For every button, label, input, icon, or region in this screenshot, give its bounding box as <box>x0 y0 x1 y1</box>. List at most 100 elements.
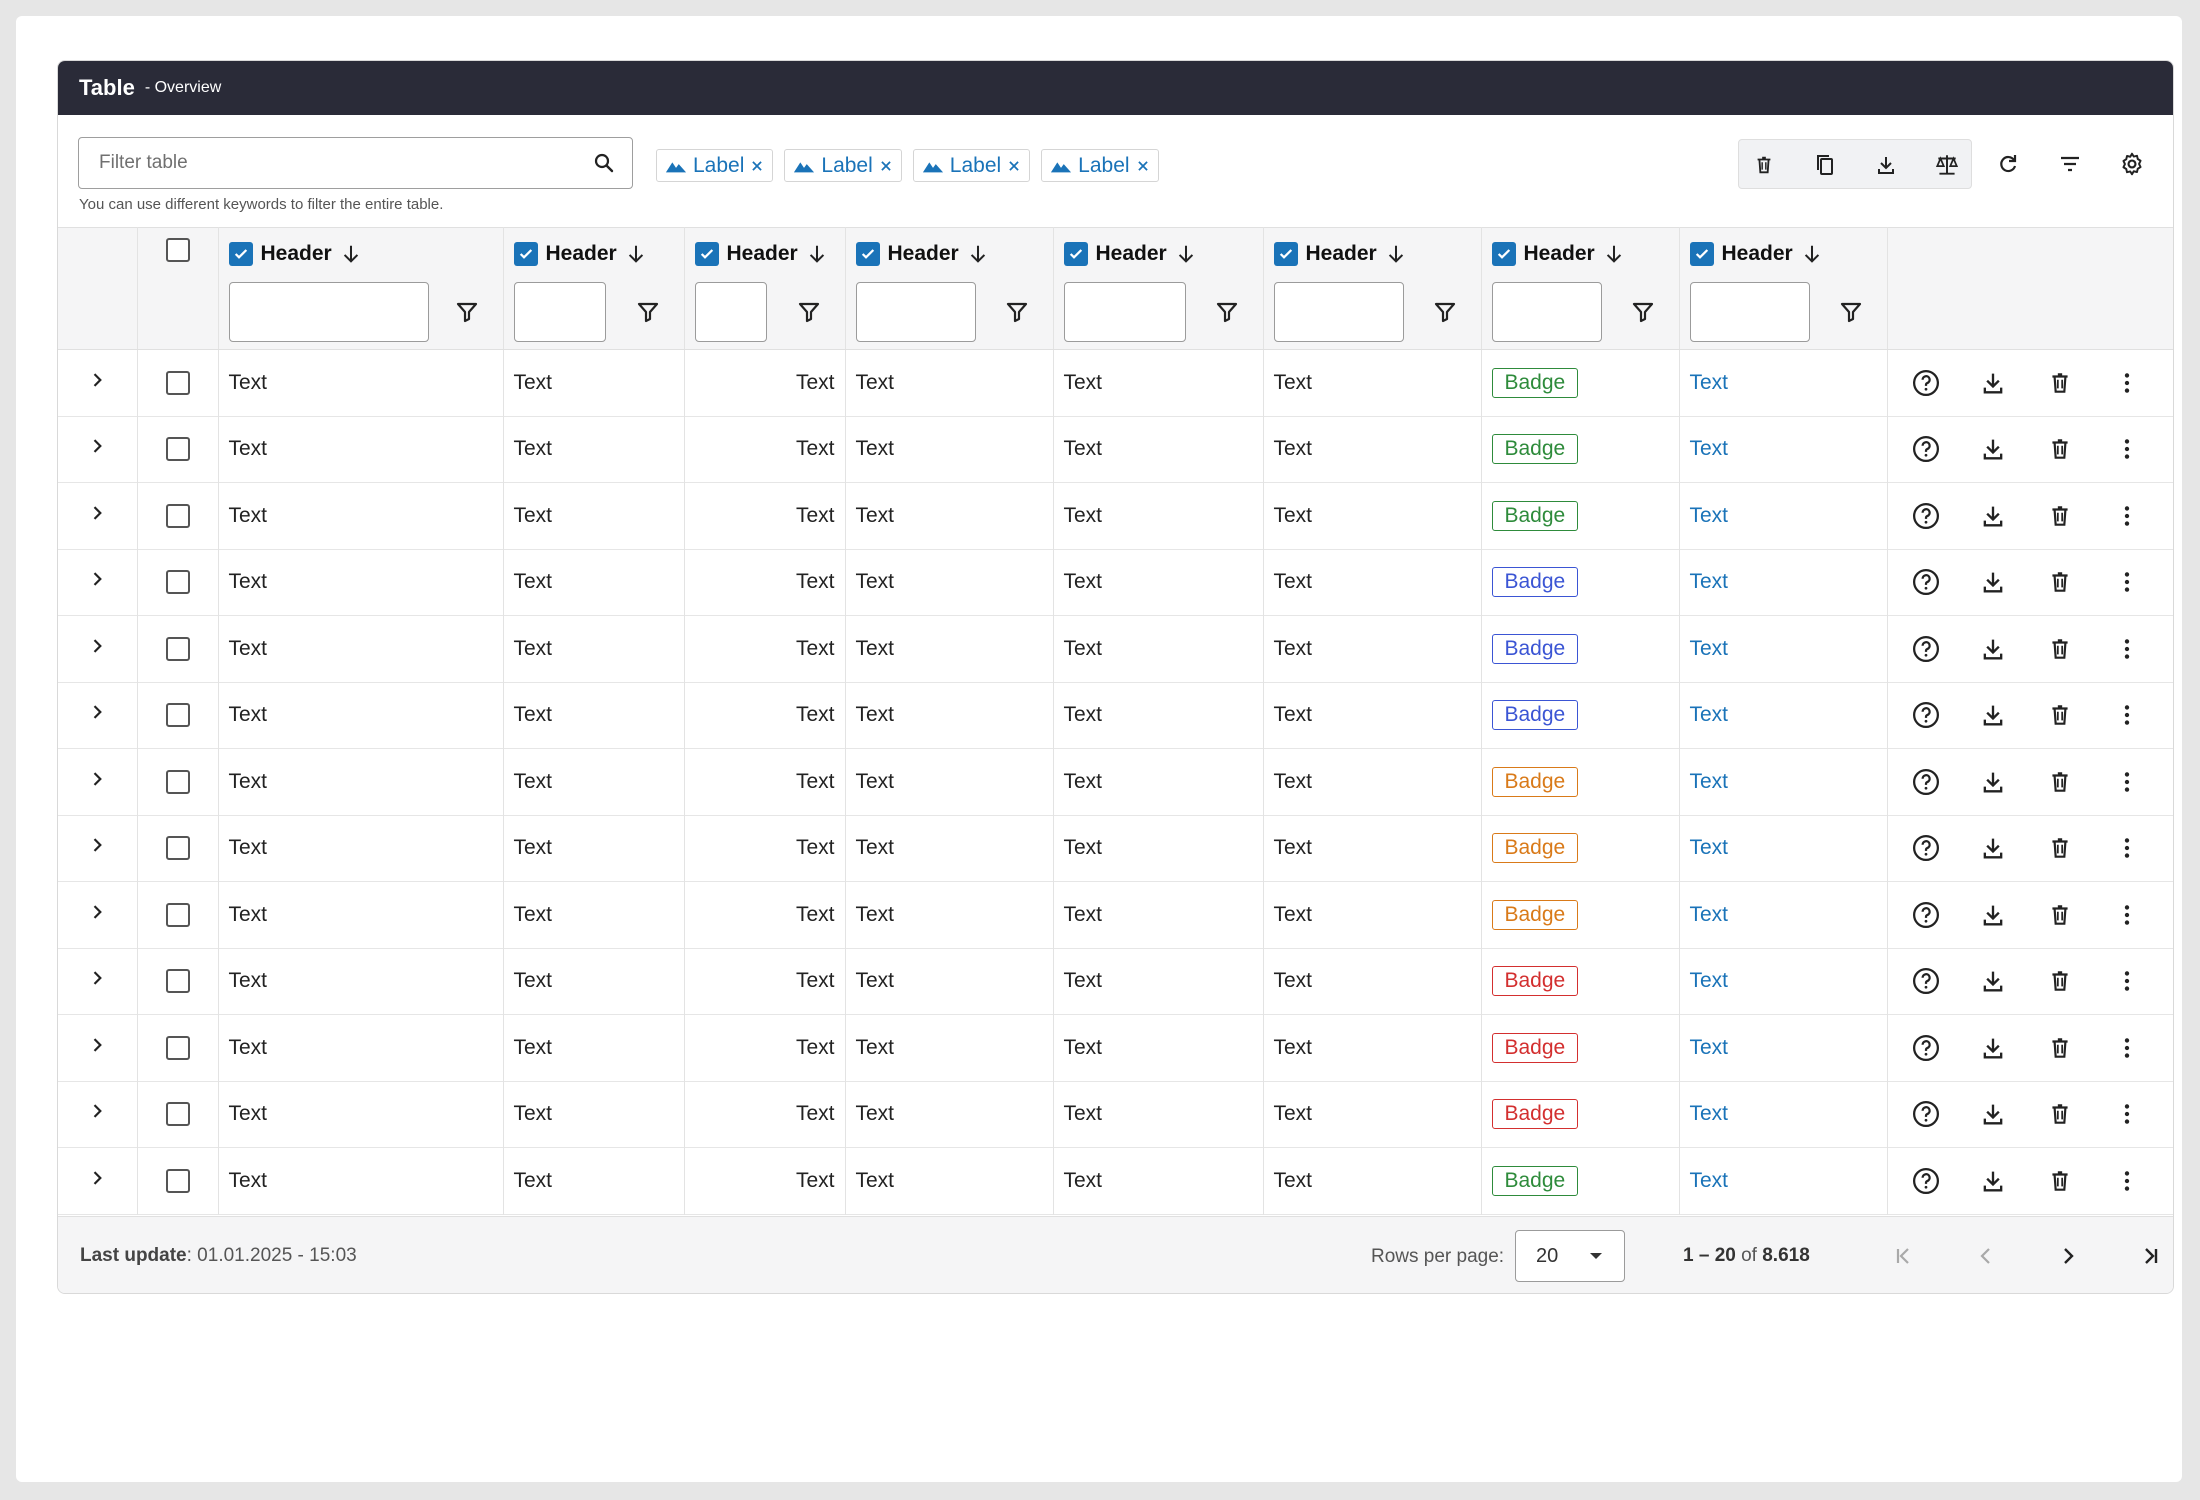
column-checkbox[interactable] <box>1273 242 1298 266</box>
column-header-label[interactable]: Header <box>260 242 332 265</box>
row-link[interactable]: Text <box>1689 1102 1729 1126</box>
row-link[interactable]: Text <box>1689 769 1729 793</box>
trash-icon[interactable] <box>2042 1096 2078 1132</box>
next-page-button[interactable] <box>2048 1236 2088 1276</box>
download-icon[interactable] <box>1975 697 2011 733</box>
row-link[interactable]: Text <box>1689 969 1729 993</box>
column-checkbox[interactable] <box>855 242 880 266</box>
row-checkbox[interactable] <box>165 769 190 794</box>
trash-icon[interactable] <box>2042 1163 2078 1199</box>
download-icon[interactable] <box>1975 365 2011 401</box>
chevron-right-icon[interactable] <box>87 503 107 523</box>
chevron-right-icon[interactable] <box>87 636 107 656</box>
trash-icon[interactable] <box>2042 963 2078 999</box>
trash-icon[interactable] <box>2042 897 2078 933</box>
trash-icon[interactable] <box>2042 431 2078 467</box>
help-icon[interactable] <box>1908 697 1944 733</box>
more-vert-icon[interactable] <box>2109 1163 2145 1199</box>
row-link[interactable]: Text <box>1689 570 1729 594</box>
column-checkbox[interactable] <box>228 242 253 266</box>
column-header-label[interactable]: Header <box>1523 242 1595 265</box>
row-checkbox[interactable] <box>165 836 190 861</box>
delete-button[interactable] <box>1739 140 1789 190</box>
sort-arrow-down-icon[interactable] <box>1801 242 1823 266</box>
help-icon[interactable] <box>1908 1030 1944 1066</box>
column-header-label[interactable]: Header <box>887 242 959 265</box>
more-vert-icon[interactable] <box>2109 365 2145 401</box>
trash-icon[interactable] <box>2042 498 2078 534</box>
compare-button[interactable] <box>1922 140 1972 190</box>
chevron-right-icon[interactable] <box>87 902 107 922</box>
trash-icon[interactable] <box>2042 697 2078 733</box>
column-filter-input[interactable] <box>1491 282 1602 342</box>
chevron-right-icon[interactable] <box>87 1168 107 1188</box>
close-icon[interactable] <box>1136 159 1150 173</box>
download-icon[interactable] <box>1975 764 2011 800</box>
row-link[interactable]: Text <box>1689 703 1729 727</box>
column-filter-input[interactable] <box>1273 282 1404 342</box>
filter-funnel-icon[interactable] <box>1213 298 1241 326</box>
column-checkbox[interactable] <box>694 242 719 266</box>
help-icon[interactable] <box>1908 830 1944 866</box>
copy-button[interactable] <box>1800 140 1850 190</box>
more-vert-icon[interactable] <box>2109 697 2145 733</box>
download-icon[interactable] <box>1975 1030 2011 1066</box>
sort-arrow-down-icon[interactable] <box>625 242 647 266</box>
close-icon[interactable] <box>1007 159 1021 173</box>
trash-icon[interactable] <box>2042 764 2078 800</box>
sort-arrow-down-icon[interactable] <box>806 242 828 266</box>
download-icon[interactable] <box>1975 564 2011 600</box>
download-icon[interactable] <box>1975 963 2011 999</box>
column-filter-input[interactable] <box>855 282 976 342</box>
column-checkbox[interactable] <box>1063 242 1088 266</box>
filter-input[interactable] <box>99 152 579 174</box>
row-checkbox[interactable] <box>165 902 190 927</box>
chevron-right-icon[interactable] <box>87 1035 107 1055</box>
download-icon[interactable] <box>1975 498 2011 534</box>
row-checkbox[interactable] <box>165 370 190 395</box>
chevron-right-icon[interactable] <box>87 569 107 589</box>
row-link[interactable]: Text <box>1689 902 1729 926</box>
download-icon[interactable] <box>1975 1163 2011 1199</box>
row-checkbox[interactable] <box>165 703 190 728</box>
help-icon[interactable] <box>1908 564 1944 600</box>
download-icon[interactable] <box>1975 830 2011 866</box>
row-checkbox[interactable] <box>165 1102 190 1127</box>
column-filter-input[interactable] <box>1689 282 1810 342</box>
filter-field[interactable] <box>78 137 633 189</box>
settings-button[interactable] <box>2107 139 2157 189</box>
trash-icon[interactable] <box>2042 365 2078 401</box>
more-vert-icon[interactable] <box>2109 830 2145 866</box>
more-vert-icon[interactable] <box>2109 963 2145 999</box>
search-icon[interactable] <box>592 151 616 175</box>
row-link[interactable]: Text <box>1689 437 1729 461</box>
chevron-right-icon[interactable] <box>87 370 107 390</box>
row-link[interactable]: Text <box>1689 836 1729 860</box>
download-icon[interactable] <box>1975 1096 2011 1132</box>
sort-arrow-down-icon[interactable] <box>1175 242 1197 266</box>
row-checkbox[interactable] <box>165 636 190 661</box>
previous-page-button[interactable] <box>1966 1236 2006 1276</box>
trash-icon[interactable] <box>2042 830 2078 866</box>
help-icon[interactable] <box>1908 897 1944 933</box>
row-checkbox[interactable] <box>165 437 190 462</box>
column-header-label[interactable]: Header <box>1305 242 1377 265</box>
filter-funnel-icon[interactable] <box>453 298 481 326</box>
close-icon[interactable] <box>879 159 893 173</box>
sort-button[interactable] <box>2045 139 2095 189</box>
filter-funnel-icon[interactable] <box>1003 298 1031 326</box>
more-vert-icon[interactable] <box>2109 1096 2145 1132</box>
refresh-button[interactable] <box>1983 139 2033 189</box>
sort-arrow-down-icon[interactable] <box>1603 242 1625 266</box>
help-icon[interactable] <box>1908 631 1944 667</box>
filter-funnel-icon[interactable] <box>1837 298 1865 326</box>
filter-chip[interactable]: Label <box>656 149 774 182</box>
download-icon[interactable] <box>1975 897 2011 933</box>
row-link[interactable]: Text <box>1689 370 1729 394</box>
help-icon[interactable] <box>1908 498 1944 534</box>
select-all-checkbox[interactable] <box>165 238 190 262</box>
row-link[interactable]: Text <box>1689 1168 1729 1192</box>
more-vert-icon[interactable] <box>2109 498 2145 534</box>
filter-chip[interactable]: Label <box>912 149 1031 182</box>
chevron-right-icon[interactable] <box>87 968 107 988</box>
